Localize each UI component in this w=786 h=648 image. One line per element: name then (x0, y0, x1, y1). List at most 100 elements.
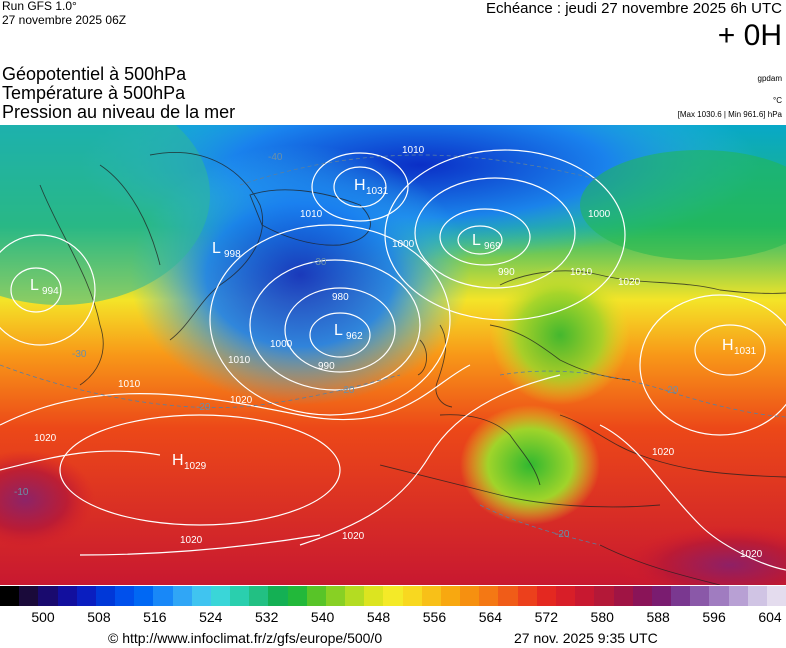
low-pressure-center: L 962 (334, 322, 363, 342)
colorbar-tick: 540 (310, 609, 335, 625)
colorbar-tick: 564 (478, 609, 503, 625)
pressure-center-value: 994 (42, 286, 59, 297)
colorbar-swatch (402, 586, 422, 606)
colorbar-tick: 500 (31, 609, 55, 625)
isobar-label: 1010 (300, 209, 323, 220)
colorbar-swatch (498, 586, 518, 606)
colorbar-swatch (594, 586, 614, 606)
run-date: 27 novembre 2025 06Z (2, 13, 127, 27)
isotherm-label: -20 (664, 385, 679, 396)
isobar-label: 1000 (588, 209, 611, 220)
colorbar-swatch (440, 586, 461, 606)
colorbar-swatch (766, 586, 786, 606)
pressure-center-letter: L (212, 240, 221, 257)
colorbar-swatch (306, 586, 326, 606)
colorbar-swatch (134, 586, 154, 606)
colorbar-tick: 580 (590, 609, 614, 625)
colorbar-swatch (191, 586, 211, 606)
colorbar-swatch (325, 586, 346, 606)
colorbar-swatch (210, 586, 231, 606)
colorbar (0, 586, 786, 606)
colorbar-swatch (287, 586, 307, 606)
isobar-label: 1010 (402, 145, 425, 156)
high-pressure-center: H 1031 (722, 337, 757, 357)
colorbar-tick: 572 (534, 609, 558, 625)
isobar-label: 1020 (342, 531, 365, 542)
colorbar-swatch (57, 586, 77, 606)
isobar-label: 1020 (34, 433, 57, 444)
low-pressure-center: L 969 (472, 232, 501, 252)
colorbar-swatch (95, 586, 116, 606)
colorbar-tick: 516 (143, 609, 167, 625)
colorbar-swatch (383, 586, 403, 606)
colorbar-swatch (172, 586, 192, 606)
colorbar-swatch (460, 586, 480, 606)
pressure-center-value: 962 (346, 331, 363, 342)
colorbar-tick: 604 (758, 609, 782, 625)
title-temperature: Température à 500hPa (2, 83, 186, 103)
low-pressure-center: L 994 (30, 277, 59, 297)
colorbar-swatch (19, 586, 39, 606)
colorbar-swatch (651, 586, 672, 606)
colorbar-swatch (364, 586, 384, 606)
title-geopotential: Géopotentiel à 500hPa (2, 64, 187, 84)
pressure-center-letter: L (334, 322, 343, 339)
isobar-label: 1000 (270, 339, 293, 350)
colorbar-swatch (268, 586, 288, 606)
colorbar-tick: 588 (646, 609, 670, 625)
colorbar-swatch (613, 586, 633, 606)
isobar-label: 1010 (570, 267, 593, 278)
isotherm-label: -20 (340, 385, 355, 396)
colorbar-swatch (555, 586, 576, 606)
credit-link[interactable]: © http://www.infoclimat.fr/z/gfs/europe/… (108, 630, 383, 646)
lead-time: + 0H (717, 19, 782, 52)
high-pressure-center: H 1031 (354, 177, 389, 197)
colorbar-swatch (575, 586, 595, 606)
colorbar-tick: 532 (255, 609, 279, 625)
colorbar-swatch (76, 586, 96, 606)
isotherm-labels: -40 -30 -30 -20 -20 -20 -20 -10 (14, 152, 679, 540)
colorbar-swatch (115, 586, 135, 606)
isobar-label: 990 (498, 267, 515, 278)
temperature-isotherms (0, 154, 786, 546)
isobar-label: 1020 (740, 549, 763, 560)
unit-temperature: °C (773, 96, 782, 105)
colorbar-tick: 508 (87, 609, 111, 625)
colorbar-swatch (671, 586, 691, 606)
isobar-label: 1020 (652, 447, 675, 458)
colorbar-ticks: 500 508 516 524 532 540 548 556 564 572 580 588 596 6… (0, 609, 786, 627)
colorbar-swatch (0, 586, 20, 606)
temperature-field (0, 125, 786, 585)
colorbar-swatch (153, 586, 173, 606)
pressure-center-value: 969 (484, 241, 501, 252)
colorbar-swatch (517, 586, 537, 606)
colorbar-swatch (536, 586, 556, 606)
pressure-extrema: [Max 1030.6 | Min 961.6] hPa (677, 110, 782, 119)
isotherm-label: -20 (196, 402, 211, 413)
colorbar-tick: 596 (702, 609, 726, 625)
isotherm-label: -20 (555, 529, 570, 540)
isobar-label: 1020 (230, 395, 253, 406)
colorbar-swatch (230, 586, 250, 606)
isotherm-label: -40 (268, 152, 283, 163)
isobar-label: 990 (318, 361, 335, 372)
weather-map[interactable]: 1010 1010 1000 990 1010 1000 1020 980 1000 990 101… (0, 125, 786, 585)
pressure-center-letter: H (354, 177, 366, 194)
isotherm-label: -30 (312, 257, 327, 268)
pressure-center-letter: H (172, 452, 184, 469)
pressure-center-value: 1029 (184, 461, 207, 472)
colorbar-tick: 548 (366, 609, 391, 625)
title-pressure: Pression au niveau de la mer (2, 102, 236, 122)
colorbar-tick: 556 (422, 609, 447, 625)
isobar-label: 1010 (228, 355, 251, 366)
isobar-label: 980 (332, 292, 349, 303)
pressure-center-value: 1031 (366, 186, 389, 197)
pressure-center-value: 1031 (734, 346, 757, 357)
isotherm-label: -30 (72, 349, 87, 360)
isobar-labels: 1010 1010 1000 990 1010 1000 1020 980 1000 990 101… (34, 145, 763, 560)
generated-timestamp: 27 nov. 2025 9:35 UTC (514, 630, 658, 646)
isobar-label: 1020 (180, 535, 203, 546)
colorbar-tick: 524 (199, 609, 223, 625)
colorbar-swatch (38, 586, 58, 606)
